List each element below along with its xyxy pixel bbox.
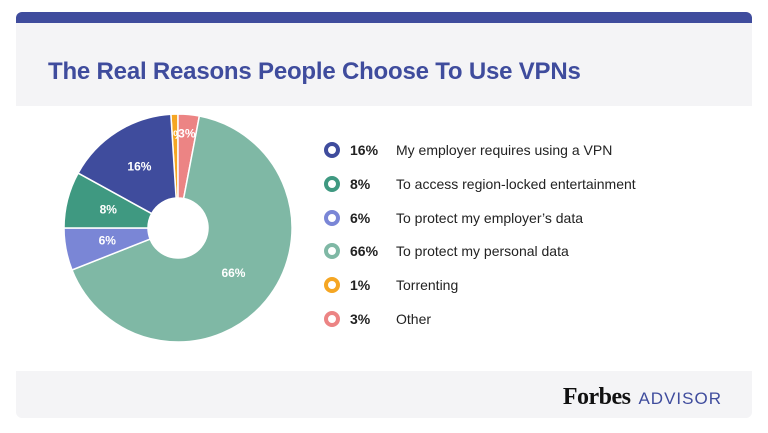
- legend-swatch-icon: [324, 277, 340, 294]
- slice-label: 6%: [99, 234, 117, 248]
- legend-item: 1% Torrenting: [324, 275, 458, 295]
- legend-label: Other: [396, 311, 432, 327]
- legend-item: 66% To protect my personal data: [324, 241, 569, 261]
- accent-bar: [16, 12, 752, 23]
- legend-value: 3%: [350, 311, 371, 327]
- legend-item: 3% Other: [324, 309, 431, 329]
- donut-chart: 1%3%66%6%8%16%: [63, 113, 293, 343]
- legend-swatch-icon: [324, 142, 340, 158]
- slice-label: 3%: [178, 127, 196, 141]
- legend-value: 16%: [350, 142, 379, 158]
- legend-label: Torrenting: [396, 277, 459, 294]
- legend-swatch-icon: [324, 311, 340, 327]
- legend-item: 8% To access region-locked entertainment: [324, 174, 636, 194]
- legend-item: 16% My employer requires using a VPN: [324, 140, 612, 160]
- legend-label: My employer requires using a VPN: [396, 142, 613, 158]
- legend-swatch-icon: [324, 243, 340, 260]
- legend-label: To protect my employer’s data: [396, 209, 584, 226]
- slice-label: 8%: [100, 202, 118, 216]
- forbes-advisor-logo: Forbes ADVISOR: [563, 384, 722, 411]
- pie-slice: [77, 113, 177, 215]
- legend-value: 1%: [350, 277, 371, 294]
- legend-label: To access region-locked entertainment: [396, 175, 636, 192]
- slice-label: 16%: [127, 159, 151, 173]
- pie-slice: [71, 115, 293, 343]
- legend-item: 6% To protect my employer’s data: [324, 208, 583, 228]
- brand-name: Forbes: [562, 384, 631, 410]
- legend-value: 66%: [350, 243, 379, 260]
- slice-label: 66%: [221, 266, 245, 280]
- legend-swatch-icon: [324, 209, 340, 226]
- legend-value: 8%: [350, 175, 371, 192]
- brand-sub: ADVISOR: [638, 389, 722, 408]
- legend-swatch-icon: [324, 175, 340, 192]
- legend-value: 6%: [350, 209, 371, 226]
- chart-title: The Real Reasons People Choose To Use VP…: [48, 58, 581, 85]
- legend-label: To protect my personal data: [396, 243, 569, 260]
